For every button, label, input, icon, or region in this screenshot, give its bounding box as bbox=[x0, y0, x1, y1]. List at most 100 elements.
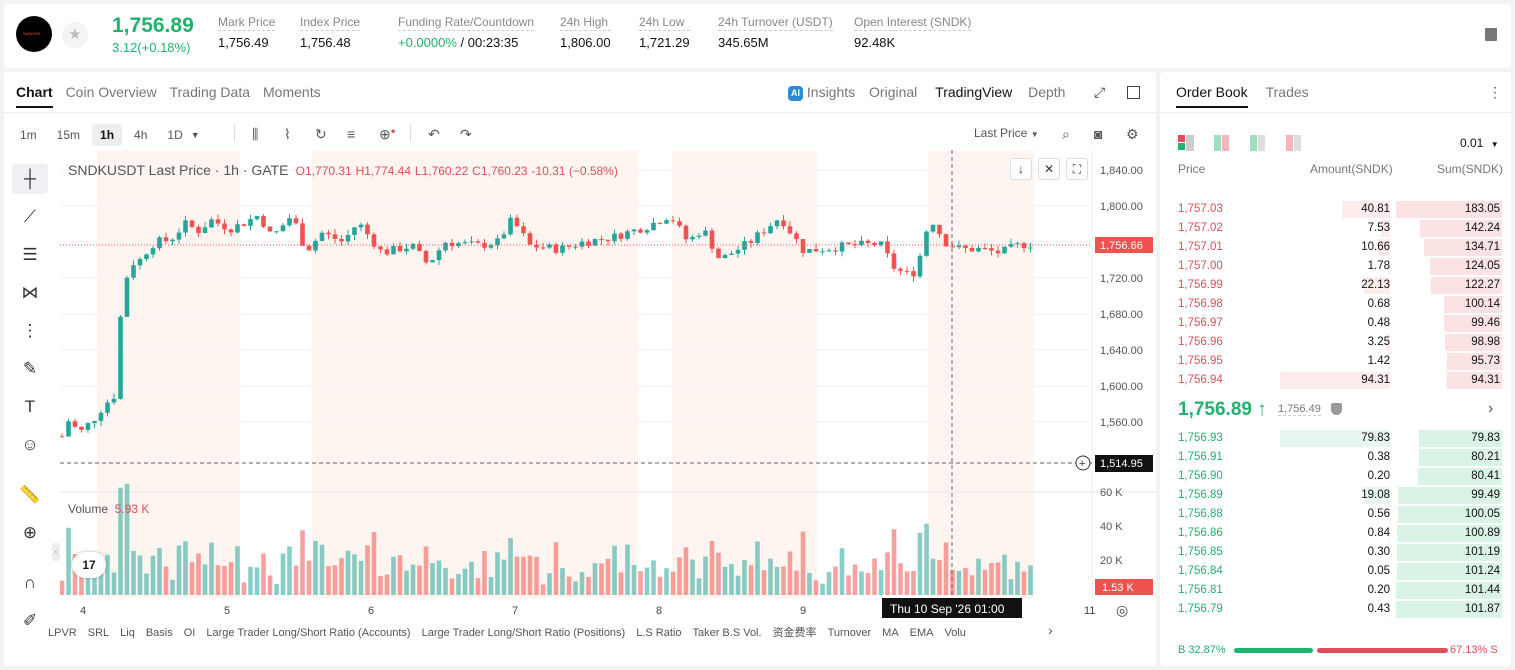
ask-row[interactable]: 1,756.94 94.31 94.31 bbox=[1176, 371, 1502, 390]
indicator-tab[interactable]: 资金费率 bbox=[772, 627, 817, 639]
ask-row[interactable]: 1,756.95 1.42 95.73 bbox=[1176, 352, 1502, 371]
pattern-tool-icon[interactable]: ⋈ bbox=[21, 283, 39, 302]
tab-depth[interactable]: Depth bbox=[1028, 84, 1066, 100]
emoji-tool-icon[interactable]: ☺ bbox=[21, 435, 39, 454]
tab-chart[interactable]: Chart bbox=[16, 84, 53, 108]
view-both-icon[interactable] bbox=[1178, 135, 1194, 151]
bid-row[interactable]: 1,756.79 0.43 101.87 bbox=[1176, 600, 1502, 619]
tab-coin-overview[interactable]: Coin Overview bbox=[65, 84, 157, 100]
text-tool-icon[interactable]: T bbox=[24, 397, 36, 416]
view-both-alt-icon[interactable] bbox=[1214, 135, 1230, 151]
magnet-icon[interactable]: ∩ bbox=[23, 573, 37, 592]
pencil-lock-icon[interactable]: ✐ bbox=[22, 611, 38, 630]
redo-icon[interactable]: ↷ bbox=[460, 126, 472, 142]
indicator-tab[interactable]: Turnover bbox=[827, 627, 872, 639]
collapse-toolbar-icon[interactable]: ‹ bbox=[52, 543, 60, 561]
bid-row[interactable]: 1,756.91 0.38 80.21 bbox=[1176, 448, 1502, 467]
tab-insights[interactable]: Insights bbox=[806, 84, 856, 100]
stat-label[interactable]: Mark Price bbox=[218, 15, 276, 31]
chevron-right-icon[interactable]: › bbox=[1488, 400, 1494, 417]
indicator-tab[interactable]: Basis bbox=[145, 627, 173, 639]
indicator-tab[interactable]: EMA bbox=[909, 627, 934, 639]
ask-row[interactable]: 1,757.02 7.53 142.24 bbox=[1176, 219, 1502, 238]
indicator-tab[interactable]: Volu bbox=[944, 627, 966, 639]
indicator-tab[interactable]: LPVR bbox=[48, 627, 77, 639]
chevron-down-icon[interactable]: ▼ bbox=[190, 130, 200, 140]
ask-row[interactable]: 1,757.00 1.78 124.05 bbox=[1176, 257, 1502, 276]
indicator-tab[interactable]: SRL bbox=[87, 627, 110, 639]
indicator-icon[interactable]: ⌇ bbox=[284, 126, 291, 142]
zoom-in-icon[interactable]: ⊕ bbox=[22, 523, 38, 542]
favorite-star-icon[interactable]: ★ bbox=[62, 22, 88, 48]
indicator-tab[interactable]: OI bbox=[183, 627, 196, 639]
stat-label[interactable]: Funding Rate/Countdown bbox=[398, 15, 535, 31]
indicator-tab[interactable]: Large Trader Long/Short Ratio (Accounts) bbox=[206, 627, 411, 639]
bid-row[interactable]: 1,756.81 0.20 101.44 bbox=[1176, 581, 1502, 600]
bid-row[interactable]: 1,756.85 0.30 101.19 bbox=[1176, 543, 1502, 562]
tab-trading-data[interactable]: Trading Data bbox=[169, 84, 251, 100]
trendline-tool-icon[interactable]: ⟋ bbox=[24, 207, 36, 226]
tick-size-select[interactable]: 0.01 ▼ bbox=[1460, 136, 1499, 150]
add-indicator-icon[interactable]: ⊕● bbox=[379, 126, 396, 142]
notebook-icon[interactable] bbox=[1485, 28, 1497, 41]
search-icon[interactable]: ⌕ bbox=[1062, 126, 1070, 142]
arrow-down-icon[interactable]: ↓ bbox=[1010, 158, 1032, 180]
undo-icon[interactable]: ↶ bbox=[428, 126, 440, 142]
ask-row[interactable]: 1,756.98 0.68 100.14 bbox=[1176, 295, 1502, 314]
stat-label[interactable]: Index Price bbox=[300, 15, 361, 31]
sum: 142.24 bbox=[1464, 222, 1500, 234]
price-type-select[interactable]: Last Price ▼ bbox=[974, 126, 1039, 140]
indicator-tab[interactable]: L.S Ratio bbox=[636, 627, 682, 639]
tab-tradingview[interactable]: TradingView bbox=[935, 84, 1013, 100]
ask-row[interactable]: 1,757.01 10.66 134.71 bbox=[1176, 238, 1502, 257]
timeframe-1h[interactable]: 1h bbox=[92, 124, 123, 146]
timeframe-1m[interactable]: 1m bbox=[20, 128, 37, 142]
bid-row[interactable]: 1,756.84 0.05 101.24 bbox=[1176, 562, 1502, 581]
camera-icon[interactable]: ◙ bbox=[1094, 126, 1103, 142]
timeframe-4h[interactable]: 4h bbox=[134, 128, 148, 142]
template-icon[interactable]: ≡ bbox=[347, 126, 356, 142]
amount-bar bbox=[1389, 506, 1390, 523]
indicator-tab[interactable]: Liq bbox=[120, 627, 135, 639]
ask-row[interactable]: 1,757.03 40.81 183.05 bbox=[1176, 200, 1502, 219]
horizontal-lines-tool-icon[interactable]: ☰ bbox=[22, 245, 38, 264]
candle-type-icon[interactable]: ⫼ bbox=[252, 126, 259, 142]
close-icon[interactable]: ✕ bbox=[1038, 158, 1060, 180]
crosshair-tool-icon[interactable]: ┼ bbox=[12, 164, 48, 194]
timeframe-15m[interactable]: 15m bbox=[56, 128, 81, 142]
more-icon[interactable]: ⋮ bbox=[1488, 84, 1502, 100]
tab-moments[interactable]: Moments bbox=[263, 84, 321, 100]
bid-row[interactable]: 1,756.89 19.08 99.49 bbox=[1176, 486, 1502, 505]
tab-original[interactable]: Original bbox=[869, 84, 918, 100]
expand-icon[interactable]: ⤢ bbox=[1094, 84, 1106, 100]
candlestick-chart[interactable]: 1,840.001,800.001,760.001,720.001,680.00… bbox=[60, 150, 1156, 620]
bid-row[interactable]: 1,756.93 79.83 79.83 bbox=[1176, 429, 1502, 448]
bid-row[interactable]: 1,756.90 0.20 80.41 bbox=[1176, 467, 1502, 486]
fib-tool-icon[interactable]: ⋮ bbox=[21, 321, 39, 340]
volume-bar bbox=[664, 568, 669, 595]
view-bids-icon[interactable] bbox=[1250, 135, 1266, 151]
fullscreen-icon[interactable]: ⛶ bbox=[1066, 158, 1088, 180]
view-asks-icon[interactable] bbox=[1286, 135, 1302, 151]
indicator-tab[interactable]: Taker B.S Vol. bbox=[692, 627, 762, 639]
tab-order-book[interactable]: Order Book bbox=[1176, 84, 1248, 108]
volume-bar bbox=[768, 558, 773, 595]
brush-tool-icon[interactable]: ✎ bbox=[22, 359, 38, 378]
replay-icon[interactable]: ↻ bbox=[315, 126, 327, 142]
indicator-tab[interactable]: Large Trader Long/Short Ratio (Positions… bbox=[421, 627, 626, 639]
chevron-right-icon[interactable]: › bbox=[1048, 622, 1053, 638]
ruler-tool-icon[interactable]: 📏 bbox=[19, 485, 41, 504]
window-icon[interactable] bbox=[1127, 86, 1140, 99]
ask-row[interactable]: 1,756.97 0.48 99.46 bbox=[1176, 314, 1502, 333]
crosshair-price: 1,514.95 bbox=[1100, 458, 1143, 470]
tab-trades[interactable]: Trades bbox=[1265, 84, 1309, 100]
timeframe-1d[interactable]: 1D bbox=[167, 128, 183, 142]
indicator-tab[interactable]: MA bbox=[882, 627, 899, 639]
settings-gear-icon[interactable]: ⚙ bbox=[1126, 126, 1139, 142]
ask-row[interactable]: 1,756.99 22.13 122.27 bbox=[1176, 276, 1502, 295]
bid-row[interactable]: 1,756.88 0.56 100.05 bbox=[1176, 505, 1502, 524]
timezone-icon[interactable]: ◎ bbox=[1116, 602, 1129, 618]
volume-bar bbox=[963, 567, 968, 595]
ask-row[interactable]: 1,756.96 3.25 98.98 bbox=[1176, 333, 1502, 352]
bid-row[interactable]: 1,756.86 0.84 100.89 bbox=[1176, 524, 1502, 543]
